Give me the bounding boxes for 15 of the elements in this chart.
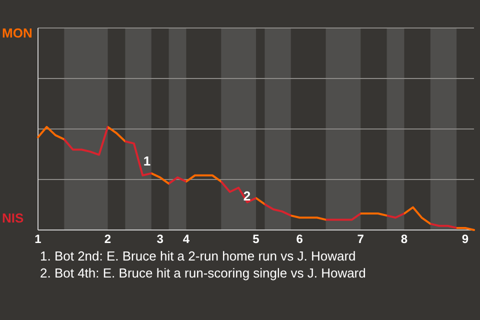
x-tick-label: 4 [182,232,190,246]
text: MON [2,25,32,40]
text: NIS [2,210,24,226]
annotation: 1 [143,153,151,168]
x-tick-label: 6 [296,232,304,246]
x-tick-label: 9 [462,232,469,246]
text: 2. Bot 4th: E. Bruce hit a run-scoring single vs J. Howard [40,265,366,280]
x-tick-label: 8 [400,232,408,246]
x-tick-label: 1 [34,232,42,246]
x-tick-label: 3 [156,232,164,246]
x-tick-label: 2 [104,232,112,246]
x-tick-label: 5 [252,232,260,246]
x-tick-label: 7 [357,232,364,246]
annotation: 2 [243,188,251,204]
text: 1. Bot 2nd: E. Bruce hit a 2-run home run vs J. Howard [40,248,356,264]
